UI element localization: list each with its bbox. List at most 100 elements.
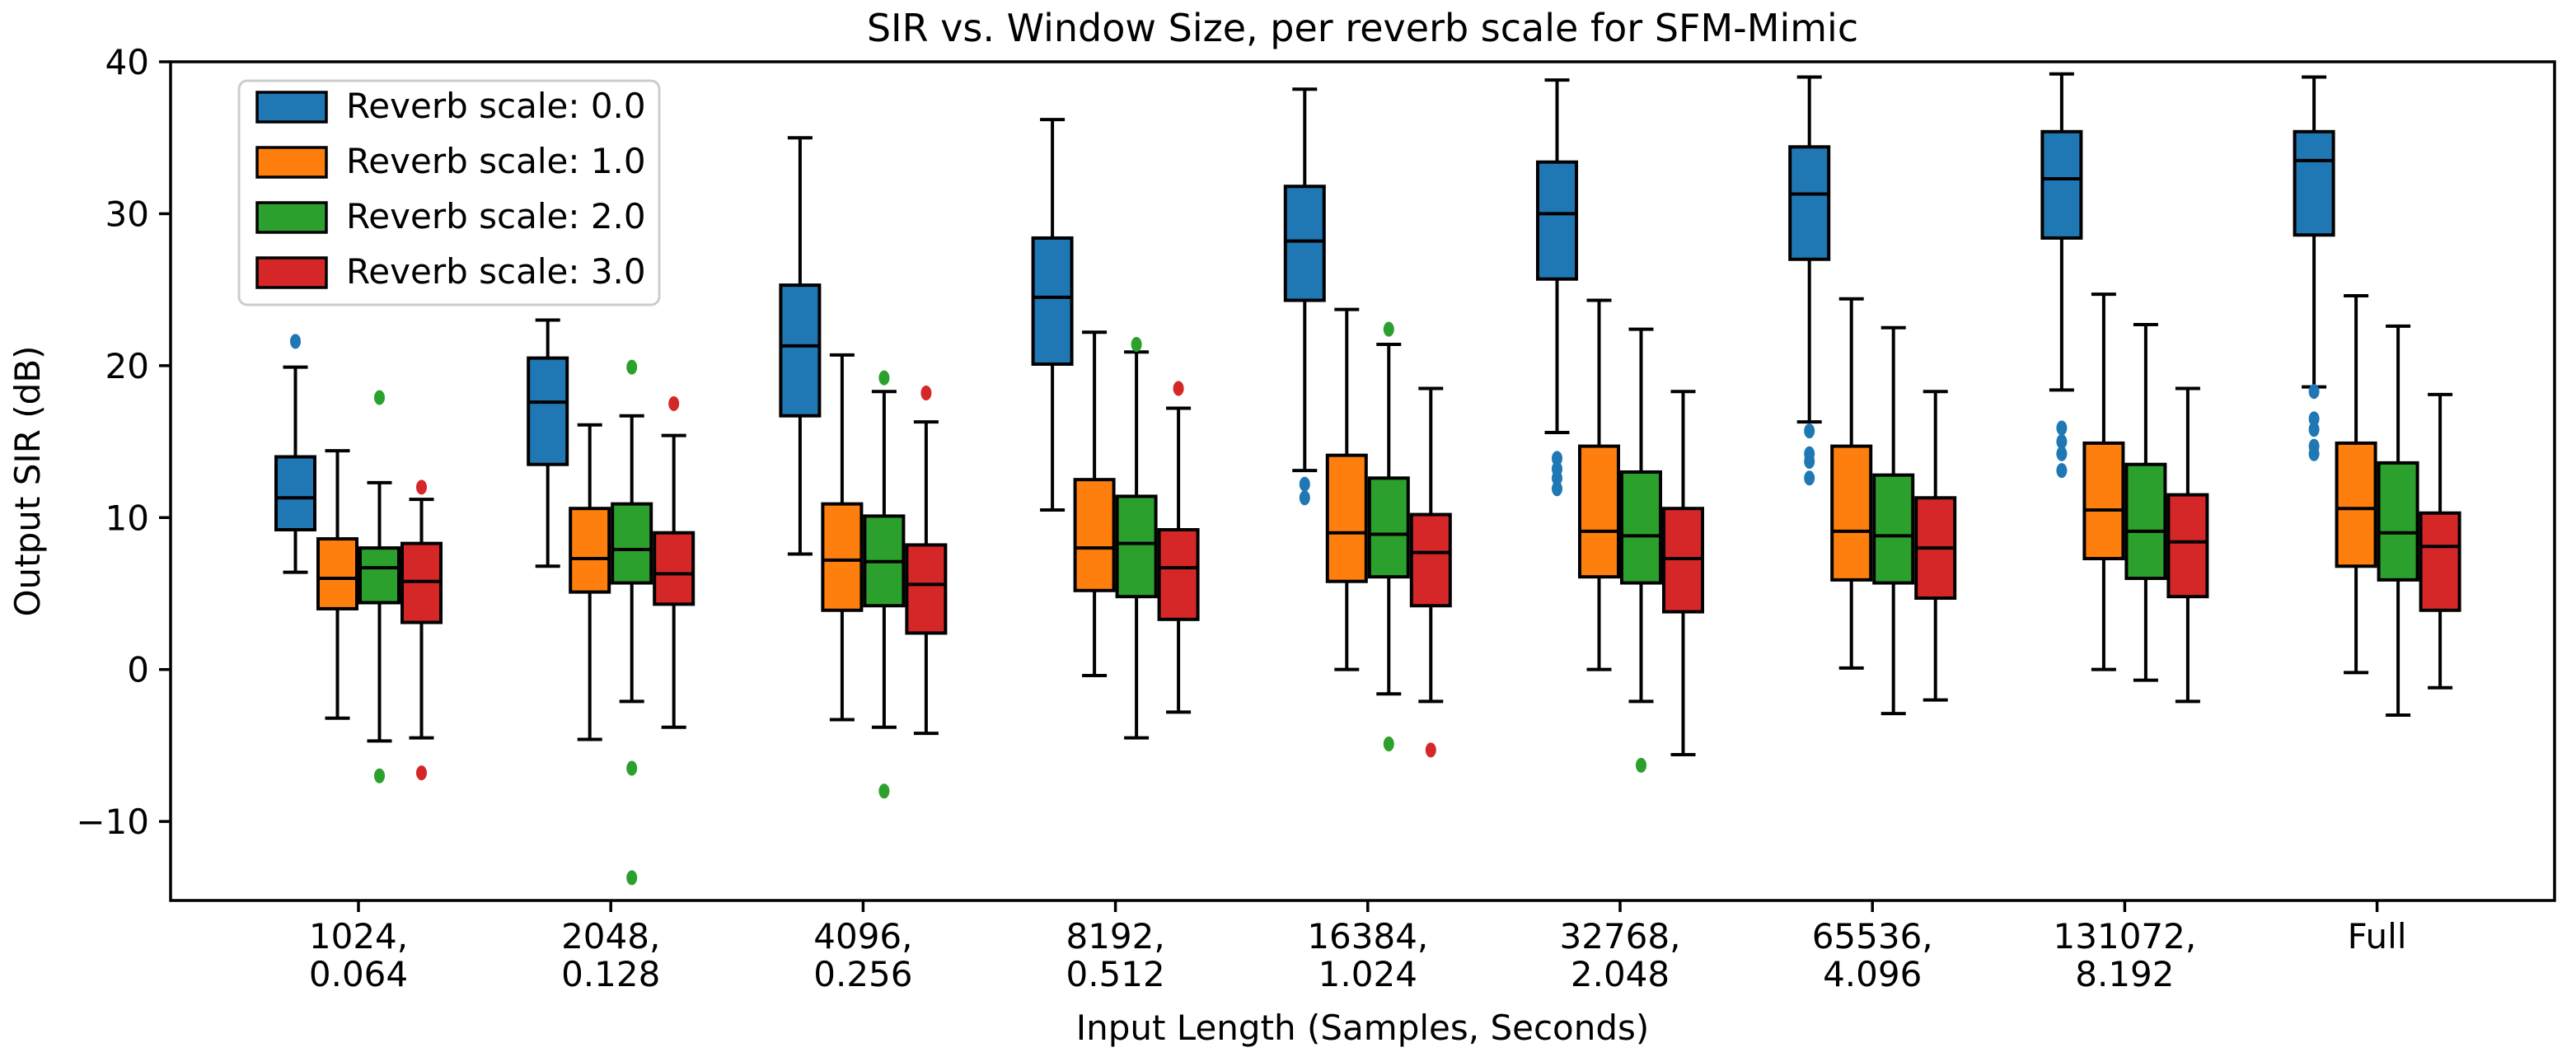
legend-entry-label: Reverb scale: 2.0 — [346, 196, 646, 236]
x-tick-label-line1: 2048, — [561, 916, 660, 956]
outlier-point — [1425, 742, 1436, 758]
outlier-point — [374, 768, 385, 783]
y-tick-label: 0 — [127, 650, 149, 690]
outlier-point — [2056, 446, 2068, 461]
x-tick-label-line2: 8.192 — [2075, 954, 2174, 994]
x-axis: 1024,0.064 2048,0.128 4096,0.256 8192,0.512… — [309, 900, 2407, 994]
box-g8-s3 — [2419, 511, 2461, 612]
outlier-point — [1299, 490, 1310, 506]
outlier-point — [416, 765, 427, 781]
legend-swatch-3 — [255, 256, 328, 289]
outlier-point — [1804, 470, 1815, 486]
box-g2-s0 — [779, 283, 822, 418]
x-tick-label-line2: 0.128 — [561, 954, 660, 994]
box-g6-s1 — [1830, 444, 1873, 582]
outlier-point — [2308, 446, 2320, 461]
legend-swatch-0 — [255, 91, 328, 124]
box-g7-s0 — [2040, 129, 2083, 240]
outlier-point — [878, 370, 890, 386]
outlier-point — [374, 390, 385, 405]
outlier-point — [290, 334, 301, 349]
outlier-point — [1804, 454, 1815, 470]
legend-swatch-2 — [255, 201, 328, 234]
box-g5-s2 — [1620, 470, 1662, 585]
box-g7-s1 — [2082, 441, 2125, 561]
box-g8-s2 — [2377, 461, 2419, 582]
outlier-point — [1383, 737, 1394, 752]
outlier-point — [2308, 411, 2320, 427]
x-axis-title: Input Length (Samples, Seconds) — [1076, 1008, 1650, 1048]
x-tick-label-line2: 0.256 — [813, 954, 912, 994]
y-tick-label: −10 — [76, 802, 149, 842]
x-tick-label-line2: 0.512 — [1066, 954, 1164, 994]
box-g2-s1 — [821, 502, 864, 612]
y-tick-label: 20 — [105, 346, 149, 386]
box-g3-s2 — [1115, 494, 1158, 599]
box-g5-s1 — [1578, 444, 1620, 579]
outlier-point — [626, 760, 638, 776]
box-g4-s3 — [1409, 512, 1452, 608]
box-g4-s1 — [1325, 453, 1368, 583]
outlier-point — [1552, 470, 1562, 486]
box-g0-s0 — [274, 455, 316, 532]
box-g1-s3 — [653, 531, 696, 606]
x-tick-label-line1: 65536, — [1812, 916, 1933, 956]
y-axis: 40 30 20 10 0 −10 — [76, 42, 171, 842]
outlier-point — [1552, 481, 1562, 497]
x-tick-label-line1: 4096, — [813, 916, 912, 956]
legend-box — [237, 79, 661, 306]
x-tick-label-line1: Full — [2348, 916, 2407, 956]
box-series — [274, 72, 2461, 886]
y-axis-title: Output SIR (dB) — [7, 345, 48, 616]
x-tick-label-line1: 16384, — [1307, 916, 1428, 956]
outlier-point — [1804, 423, 1815, 439]
box-g3-s0 — [1031, 236, 1074, 366]
box-g1-s0 — [527, 356, 569, 466]
outlier-point — [2056, 434, 2068, 450]
box-g4-s0 — [1283, 185, 1326, 302]
box-g0-s2 — [358, 546, 400, 605]
box-g6-s2 — [1872, 473, 1915, 585]
legend-entry-label: Reverb scale: 1.0 — [346, 141, 646, 181]
series-3 — [400, 381, 2461, 781]
outlier-point — [1383, 321, 1394, 337]
box-g3-s3 — [1157, 528, 1200, 621]
legend: Reverb scale: 0.0 Reverb scale: 1.0 Reverb… — [237, 79, 661, 306]
outlier-point — [668, 395, 680, 411]
chart-title: SIR vs. Window Size, per reverb scale fo… — [867, 6, 1858, 50]
x-tick-label-line1: 8192, — [1066, 916, 1164, 956]
outlier-point — [2308, 384, 2320, 400]
box-g7-s2 — [2124, 462, 2167, 581]
x-tick-label-line1: 131072, — [2054, 916, 2197, 956]
y-tick-label: 10 — [105, 498, 149, 538]
outlier-point — [1552, 451, 1562, 466]
legend-entry-label: Reverb scale: 0.0 — [346, 86, 646, 126]
outlier-point — [920, 386, 932, 401]
y-tick-label: 40 — [105, 42, 149, 82]
x-tick-label-line1: 1024, — [309, 916, 408, 956]
x-tick-label-line2: 1.024 — [1318, 954, 1417, 994]
outlier-point — [2308, 422, 2320, 437]
box-g1-s2 — [611, 502, 653, 585]
outlier-point — [626, 870, 638, 886]
series-2 — [358, 321, 2419, 886]
outlier-point — [2056, 463, 2068, 479]
outlier-point — [1636, 757, 1646, 773]
outlier-point — [1299, 476, 1310, 492]
box-g7-s3 — [2166, 493, 2209, 599]
x-tick-label-line1: 32768, — [1560, 916, 1681, 956]
legend-entry-label: Reverb scale: 3.0 — [346, 251, 646, 292]
outlier-point — [2056, 420, 2068, 436]
x-tick-label-line2: 0.064 — [309, 954, 408, 994]
box-g4-s2 — [1367, 476, 1410, 579]
box-g1-s1 — [569, 507, 611, 594]
outlier-point — [1131, 337, 1142, 353]
box-g5-s0 — [1536, 160, 1578, 281]
outlier-point — [416, 479, 427, 495]
x-tick-label-line2: 4.096 — [1823, 954, 1922, 994]
y-tick-label: 30 — [105, 194, 149, 234]
series-0 — [274, 72, 2335, 574]
x-tick-label-line2: 2.048 — [1571, 954, 1670, 994]
